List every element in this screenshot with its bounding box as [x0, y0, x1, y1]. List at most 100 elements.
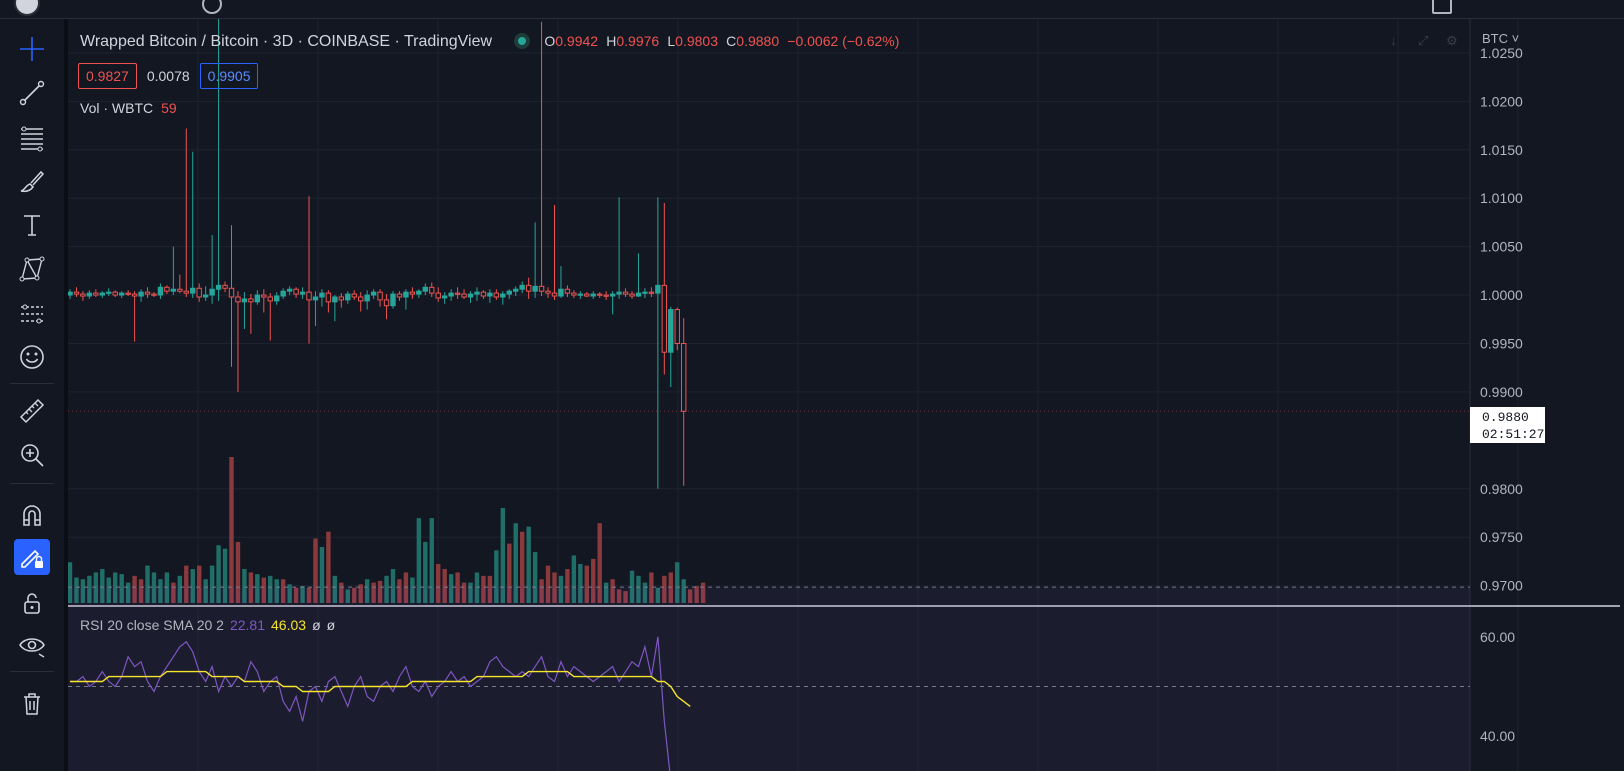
volume-bar: [287, 584, 292, 603]
candle-body: [151, 293, 157, 296]
bar-countdown: 02:51:27: [1482, 427, 1545, 442]
eye-icon[interactable]: [16, 629, 48, 661]
magnet-icon[interactable]: [16, 499, 48, 531]
rsi-axis: 60.00 40.00: [1480, 629, 1515, 744]
volume-bar: [364, 579, 370, 603]
candle-body: [571, 292, 577, 296]
settings-icon[interactable]: ⚙: [1446, 33, 1458, 48]
volume-bar: [597, 523, 602, 603]
trend-line-icon[interactable]: [16, 77, 48, 109]
volume-bar: [423, 541, 428, 603]
volume-bar: [403, 572, 409, 603]
volume-bar: [68, 562, 73, 603]
arrow-down-icon[interactable]: ↓: [1390, 33, 1397, 48]
candle-body: [364, 294, 370, 302]
candle-body: [332, 296, 338, 303]
volume-legend[interactable]: Vol · WBTC 59: [80, 100, 177, 116]
ruler-icon[interactable]: [16, 395, 48, 427]
trash-icon[interactable]: [16, 687, 48, 719]
candle-body: [319, 292, 325, 298]
candle-body: [616, 291, 622, 295]
chart-title[interactable]: Wrapped Bitcoin / Bitcoin · 3D · COINBAS…: [80, 33, 493, 50]
ohlc-high: H0.9976: [606, 33, 660, 49]
last-price-label: 0.9880 02:51:27: [1470, 407, 1545, 443]
maximize-icon[interactable]: ⤢: [1418, 33, 1429, 48]
fib-icon[interactable]: [16, 121, 48, 153]
volume-bar: [642, 582, 648, 603]
candle-body: [112, 291, 118, 296]
volume-bar: [339, 582, 344, 603]
buy-button[interactable]: 0.9905: [199, 63, 259, 89]
volume-bar: [636, 575, 641, 603]
emoji-icon[interactable]: [16, 341, 48, 373]
interval-icon[interactable]: [202, 0, 222, 14]
candle-body: [377, 291, 383, 301]
volume-bar: [578, 563, 583, 603]
last-price-value: 0.9880: [1482, 410, 1529, 425]
volume-bar: [526, 526, 531, 603]
text-icon[interactable]: [16, 209, 48, 241]
volume-bar: [571, 555, 577, 603]
currency-selector[interactable]: BTC ˅: [1482, 31, 1520, 46]
volume-bar: [255, 574, 260, 603]
sell-button[interactable]: 0.9827: [78, 63, 137, 89]
volume-bars: [68, 457, 706, 603]
candle-body: [351, 293, 357, 298]
candle-body: [241, 298, 248, 303]
candle-body: [441, 295, 448, 299]
rsi-legend-label: RSI 20 close SMA 20 2: [80, 617, 224, 633]
candle-body: [183, 290, 189, 294]
tradingview-logo-icon[interactable]: [14, 0, 40, 16]
volume-bar: [461, 582, 467, 603]
rsi-sma-value: 46.03: [271, 617, 307, 633]
volume-bar: [313, 538, 318, 603]
drawing-toolbar: [0, 19, 68, 771]
candle-body: [532, 285, 538, 292]
volume-bar: [558, 575, 564, 603]
rsi-empty-value: ø: [312, 617, 321, 633]
crosshair-icon[interactable]: [16, 33, 48, 65]
price-axis-tick: 0.9800: [1480, 481, 1523, 497]
price-axis-tick: 1.0050: [1480, 239, 1523, 255]
volume-bar: [209, 565, 215, 603]
chart-canvas[interactable]: 1.0250 1.0200 1.0150 1.0100 1.0050 1.0000 0.99…: [68, 19, 1620, 771]
candle-body: [190, 287, 196, 294]
volume-bar: [358, 584, 363, 603]
candle-body: [538, 285, 545, 292]
volume-bar: [436, 563, 441, 603]
volume-bar: [481, 575, 486, 603]
volume-bar: [300, 586, 305, 603]
unlock-icon[interactable]: [16, 587, 48, 619]
candle-body: [467, 293, 474, 298]
volume-bar: [675, 562, 680, 603]
volume-bar: [513, 523, 518, 603]
candle-body: [454, 292, 461, 295]
forecast-icon[interactable]: [16, 297, 48, 329]
candle-body: [196, 287, 202, 298]
lock-drawing-icon[interactable]: [14, 539, 50, 575]
ohlc-low: L0.9803: [667, 33, 718, 49]
volume-bar: [487, 575, 493, 603]
rsi-band-fill: [68, 587, 1470, 771]
volume-bar: [248, 572, 254, 603]
candle-body: [493, 292, 500, 298]
pattern-icon[interactable]: [16, 253, 48, 285]
brush-icon[interactable]: [16, 165, 48, 197]
volume-bar: [138, 579, 144, 603]
candle-body: [125, 292, 131, 295]
volume-bar: [235, 541, 241, 603]
candle-body: [655, 284, 661, 294]
volume-bar: [700, 582, 706, 603]
candle-body: [235, 296, 241, 303]
market-status-icon[interactable]: [518, 37, 527, 45]
candle-body: [383, 299, 390, 307]
volume-bar: [151, 572, 157, 603]
volume-bar: [584, 565, 589, 603]
rsi-legend[interactable]: RSI 20 close SMA 20 2 22.81 46.03 ø ø: [80, 617, 335, 633]
chart-area[interactable]: 1.0250 1.0200 1.0150 1.0100 1.0050 1.0000 0.99…: [68, 19, 1620, 771]
candle-body: [525, 284, 532, 292]
zoom-in-icon[interactable]: [16, 439, 48, 471]
volume-bar: [229, 457, 234, 603]
candle-body: [429, 286, 435, 294]
layout-icon[interactable]: [1432, 0, 1452, 14]
